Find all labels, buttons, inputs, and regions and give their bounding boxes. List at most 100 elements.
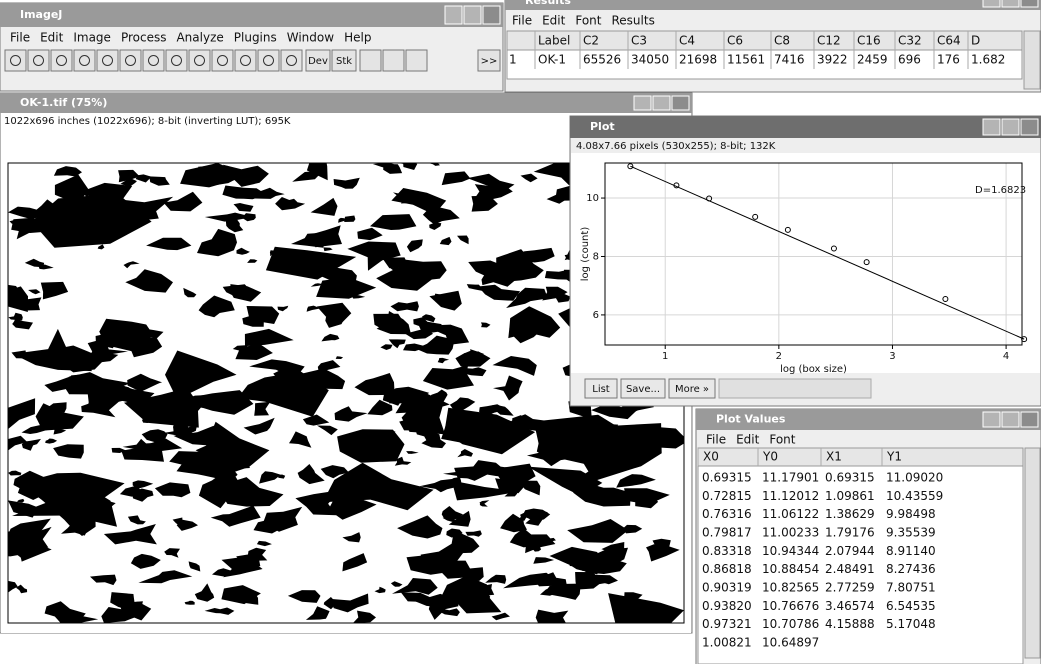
tool-button[interactable] — [96, 49, 119, 72]
close-button[interactable] — [1020, 118, 1039, 136]
menu-item: File — [512, 14, 532, 28]
window-title: Plot Values — [716, 413, 786, 426]
image-blob — [198, 295, 235, 318]
image-blob — [310, 197, 338, 216]
image-blob — [246, 306, 280, 324]
tool-button[interactable] — [382, 49, 405, 72]
close-button[interactable] — [1020, 0, 1039, 8]
table-cell: 10.43559 — [886, 489, 943, 503]
image-blob — [9, 219, 21, 226]
tool-button[interactable] — [119, 49, 142, 72]
image-blob — [624, 488, 670, 505]
table-cell: 176 — [937, 53, 960, 67]
maximize-button[interactable] — [1001, 411, 1020, 428]
image-blob — [422, 205, 460, 225]
image-blob — [18, 297, 42, 311]
minimize-button[interactable] — [982, 411, 1001, 428]
tool-button[interactable] — [405, 49, 428, 72]
image-blob — [338, 217, 348, 223]
image-blob — [492, 356, 537, 376]
x-axis-label: log (box size) — [780, 364, 847, 375]
tool-button[interactable] — [234, 49, 257, 72]
image-blob — [601, 542, 625, 556]
image-blob — [495, 478, 526, 494]
table-cell: 0.72815 — [702, 489, 752, 503]
tool-button[interactable] — [188, 49, 211, 72]
image-blob — [263, 506, 303, 532]
x-tick-label: 4 — [1003, 351, 1009, 362]
tool-button[interactable] — [257, 49, 280, 72]
image-blob — [225, 216, 244, 233]
tool-button[interactable] — [73, 49, 96, 72]
image-blob — [8, 580, 18, 593]
image-blob — [321, 333, 340, 342]
image-blob — [297, 464, 325, 485]
image-blob — [467, 173, 515, 199]
scrollbar[interactable] — [1023, 30, 1041, 90]
image-blob — [323, 247, 333, 252]
image-blob — [90, 574, 117, 586]
table-cell: 65526 — [583, 53, 621, 67]
image-blob — [103, 524, 157, 545]
image-blob — [374, 586, 386, 594]
table-cell: 10.64897 — [762, 635, 819, 649]
image-blob — [478, 284, 521, 301]
image-blob — [347, 241, 401, 271]
data-point — [706, 195, 713, 202]
minimize-button[interactable] — [982, 0, 1001, 8]
image-blob — [110, 592, 135, 611]
image-blob — [577, 445, 605, 462]
tool-button[interactable] — [27, 49, 50, 72]
tool-button[interactable] — [211, 49, 234, 72]
close-button[interactable] — [1020, 411, 1039, 428]
image-blob — [118, 205, 146, 224]
image-blob — [53, 166, 82, 177]
table-cell: 0.93820 — [702, 599, 752, 613]
image-blob — [419, 478, 460, 493]
image-blob — [198, 474, 241, 509]
minimize-button[interactable] — [633, 95, 652, 111]
tool-button[interactable] — [165, 49, 188, 72]
image-blob — [457, 449, 473, 458]
button[interactable] — [584, 378, 618, 399]
image-blob — [221, 585, 261, 605]
table-cell: 0.83318 — [702, 544, 752, 558]
button[interactable] — [668, 378, 716, 399]
image-blob — [254, 187, 285, 199]
image-blob — [461, 367, 487, 377]
menu-item: Edit — [736, 433, 760, 447]
tool-button[interactable] — [4, 49, 27, 72]
tool-button[interactable] — [477, 49, 501, 72]
image-blob — [573, 423, 620, 452]
maximize-button[interactable] — [1001, 0, 1020, 8]
scrollbar[interactable] — [1024, 447, 1041, 659]
tool-button[interactable] — [305, 49, 331, 72]
image-blob — [149, 176, 170, 186]
tool-button[interactable] — [359, 49, 382, 72]
maximize-button[interactable] — [652, 95, 671, 111]
tool-button[interactable] — [142, 49, 165, 72]
image-blob — [28, 289, 41, 295]
close-button[interactable] — [482, 5, 501, 25]
image-blob — [244, 328, 294, 347]
maximize-button[interactable] — [463, 5, 482, 25]
table-cell: 9.35539 — [886, 525, 936, 539]
image-blob — [555, 424, 575, 433]
table-cell: 10.82565 — [762, 580, 819, 594]
minimize-button[interactable] — [982, 118, 1001, 136]
minimize-button[interactable] — [444, 5, 463, 25]
close-button[interactable] — [671, 95, 690, 111]
image-blob — [302, 414, 330, 426]
title-bar — [0, 93, 692, 113]
menu-item: Font — [575, 14, 601, 28]
tool-label: Dev — [308, 56, 328, 67]
tool-button[interactable] — [50, 49, 73, 72]
tool-button[interactable] — [331, 49, 357, 72]
tool-button[interactable] — [280, 49, 303, 72]
tool-icon — [33, 55, 44, 66]
window-title: ImageJ — [20, 8, 62, 21]
maximize-button[interactable] — [1001, 118, 1020, 136]
button[interactable] — [620, 378, 666, 399]
image-blob — [89, 349, 119, 363]
image-blob — [423, 324, 470, 345]
